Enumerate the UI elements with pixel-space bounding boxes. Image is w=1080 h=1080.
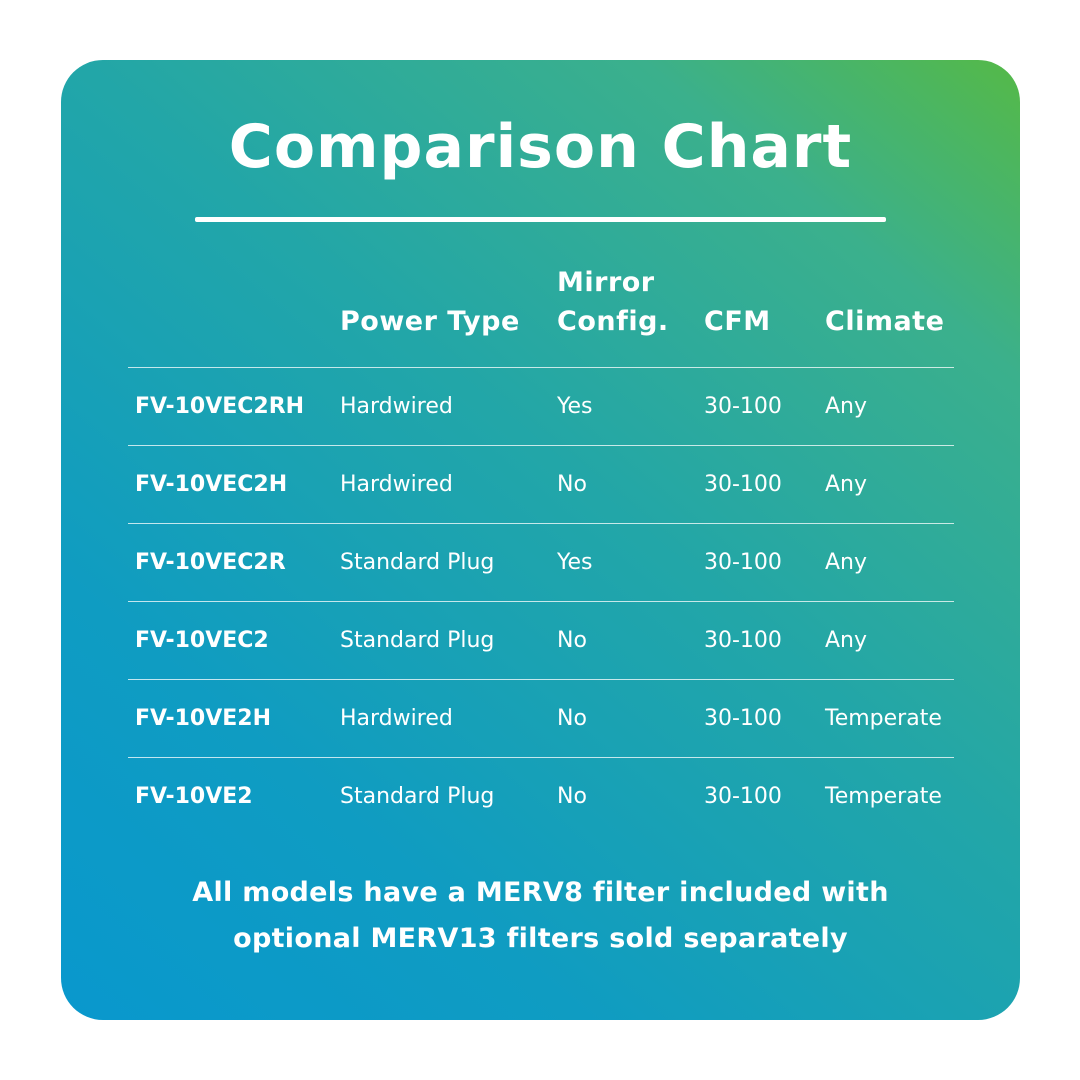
mirror-config-cell: No [557, 784, 587, 809]
mirror-config-cell: Yes [557, 394, 593, 419]
power-type-cell: Standard Plug [340, 784, 495, 809]
table-row: FV-10VEC2 Standard Plug No 30-100 Any [128, 602, 954, 680]
header-mirror-line1: Mirror [557, 267, 655, 298]
header-power-type: Power Type [340, 306, 520, 337]
table-row: FV-10VE2 Standard Plug No 30-100 Tempera… [128, 758, 954, 835]
climate-cell: Any [825, 394, 868, 419]
title-divider [195, 217, 886, 222]
cfm-cell: 30-100 [704, 706, 782, 731]
header-climate: Climate [825, 306, 945, 337]
table-row: FV-10VEC2R Standard Plug Yes 30-100 Any [128, 524, 954, 602]
mirror-config-cell: No [557, 628, 587, 653]
header-mirror-config: Mirror Config. [557, 263, 669, 341]
cfm-cell: 30-100 [704, 472, 782, 497]
comparison-card: Comparison Chart Power Type Mirror Confi… [61, 60, 1020, 1020]
footnote: All models have a MERV8 filter included … [61, 870, 1020, 962]
power-type-cell: Hardwired [340, 394, 453, 419]
model-cell: FV-10VEC2R [135, 550, 286, 575]
model-cell: FV-10VE2H [135, 706, 271, 731]
footnote-line2: optional MERV13 filters sold separately [233, 923, 848, 954]
mirror-config-cell: No [557, 706, 587, 731]
model-cell: FV-10VEC2 [135, 628, 269, 653]
model-cell: FV-10VEC2H [135, 472, 288, 497]
model-cell: FV-10VE2 [135, 784, 253, 809]
comparison-table: Power Type Mirror Config. CFM Climate FV… [128, 260, 954, 835]
climate-cell: Any [825, 550, 868, 575]
header-cfm: CFM [704, 306, 771, 337]
cfm-cell: 30-100 [704, 784, 782, 809]
mirror-config-cell: Yes [557, 550, 593, 575]
table-header-row: Power Type Mirror Config. CFM Climate [128, 260, 954, 368]
chart-title: Comparison Chart [228, 112, 853, 182]
model-cell: FV-10VEC2RH [135, 394, 305, 419]
cfm-cell: 30-100 [704, 550, 782, 575]
cfm-cell: 30-100 [704, 628, 782, 653]
power-type-cell: Hardwired [340, 472, 453, 497]
table-row: FV-10VE2H Hardwired No 30-100 Temperate [128, 680, 954, 758]
power-type-cell: Standard Plug [340, 550, 495, 575]
climate-cell: Any [825, 628, 868, 653]
header-mirror-line2: Config. [557, 306, 669, 337]
mirror-config-cell: No [557, 472, 587, 497]
climate-cell: Temperate [825, 784, 942, 809]
power-type-cell: Hardwired [340, 706, 453, 731]
climate-cell: Any [825, 472, 868, 497]
table-row: FV-10VEC2H Hardwired No 30-100 Any [128, 446, 954, 524]
table-row: FV-10VEC2RH Hardwired Yes 30-100 Any [128, 368, 954, 446]
power-type-cell: Standard Plug [340, 628, 495, 653]
footnote-line1: All models have a MERV8 filter included … [192, 877, 889, 908]
cfm-cell: 30-100 [704, 394, 782, 419]
climate-cell: Temperate [825, 706, 942, 731]
